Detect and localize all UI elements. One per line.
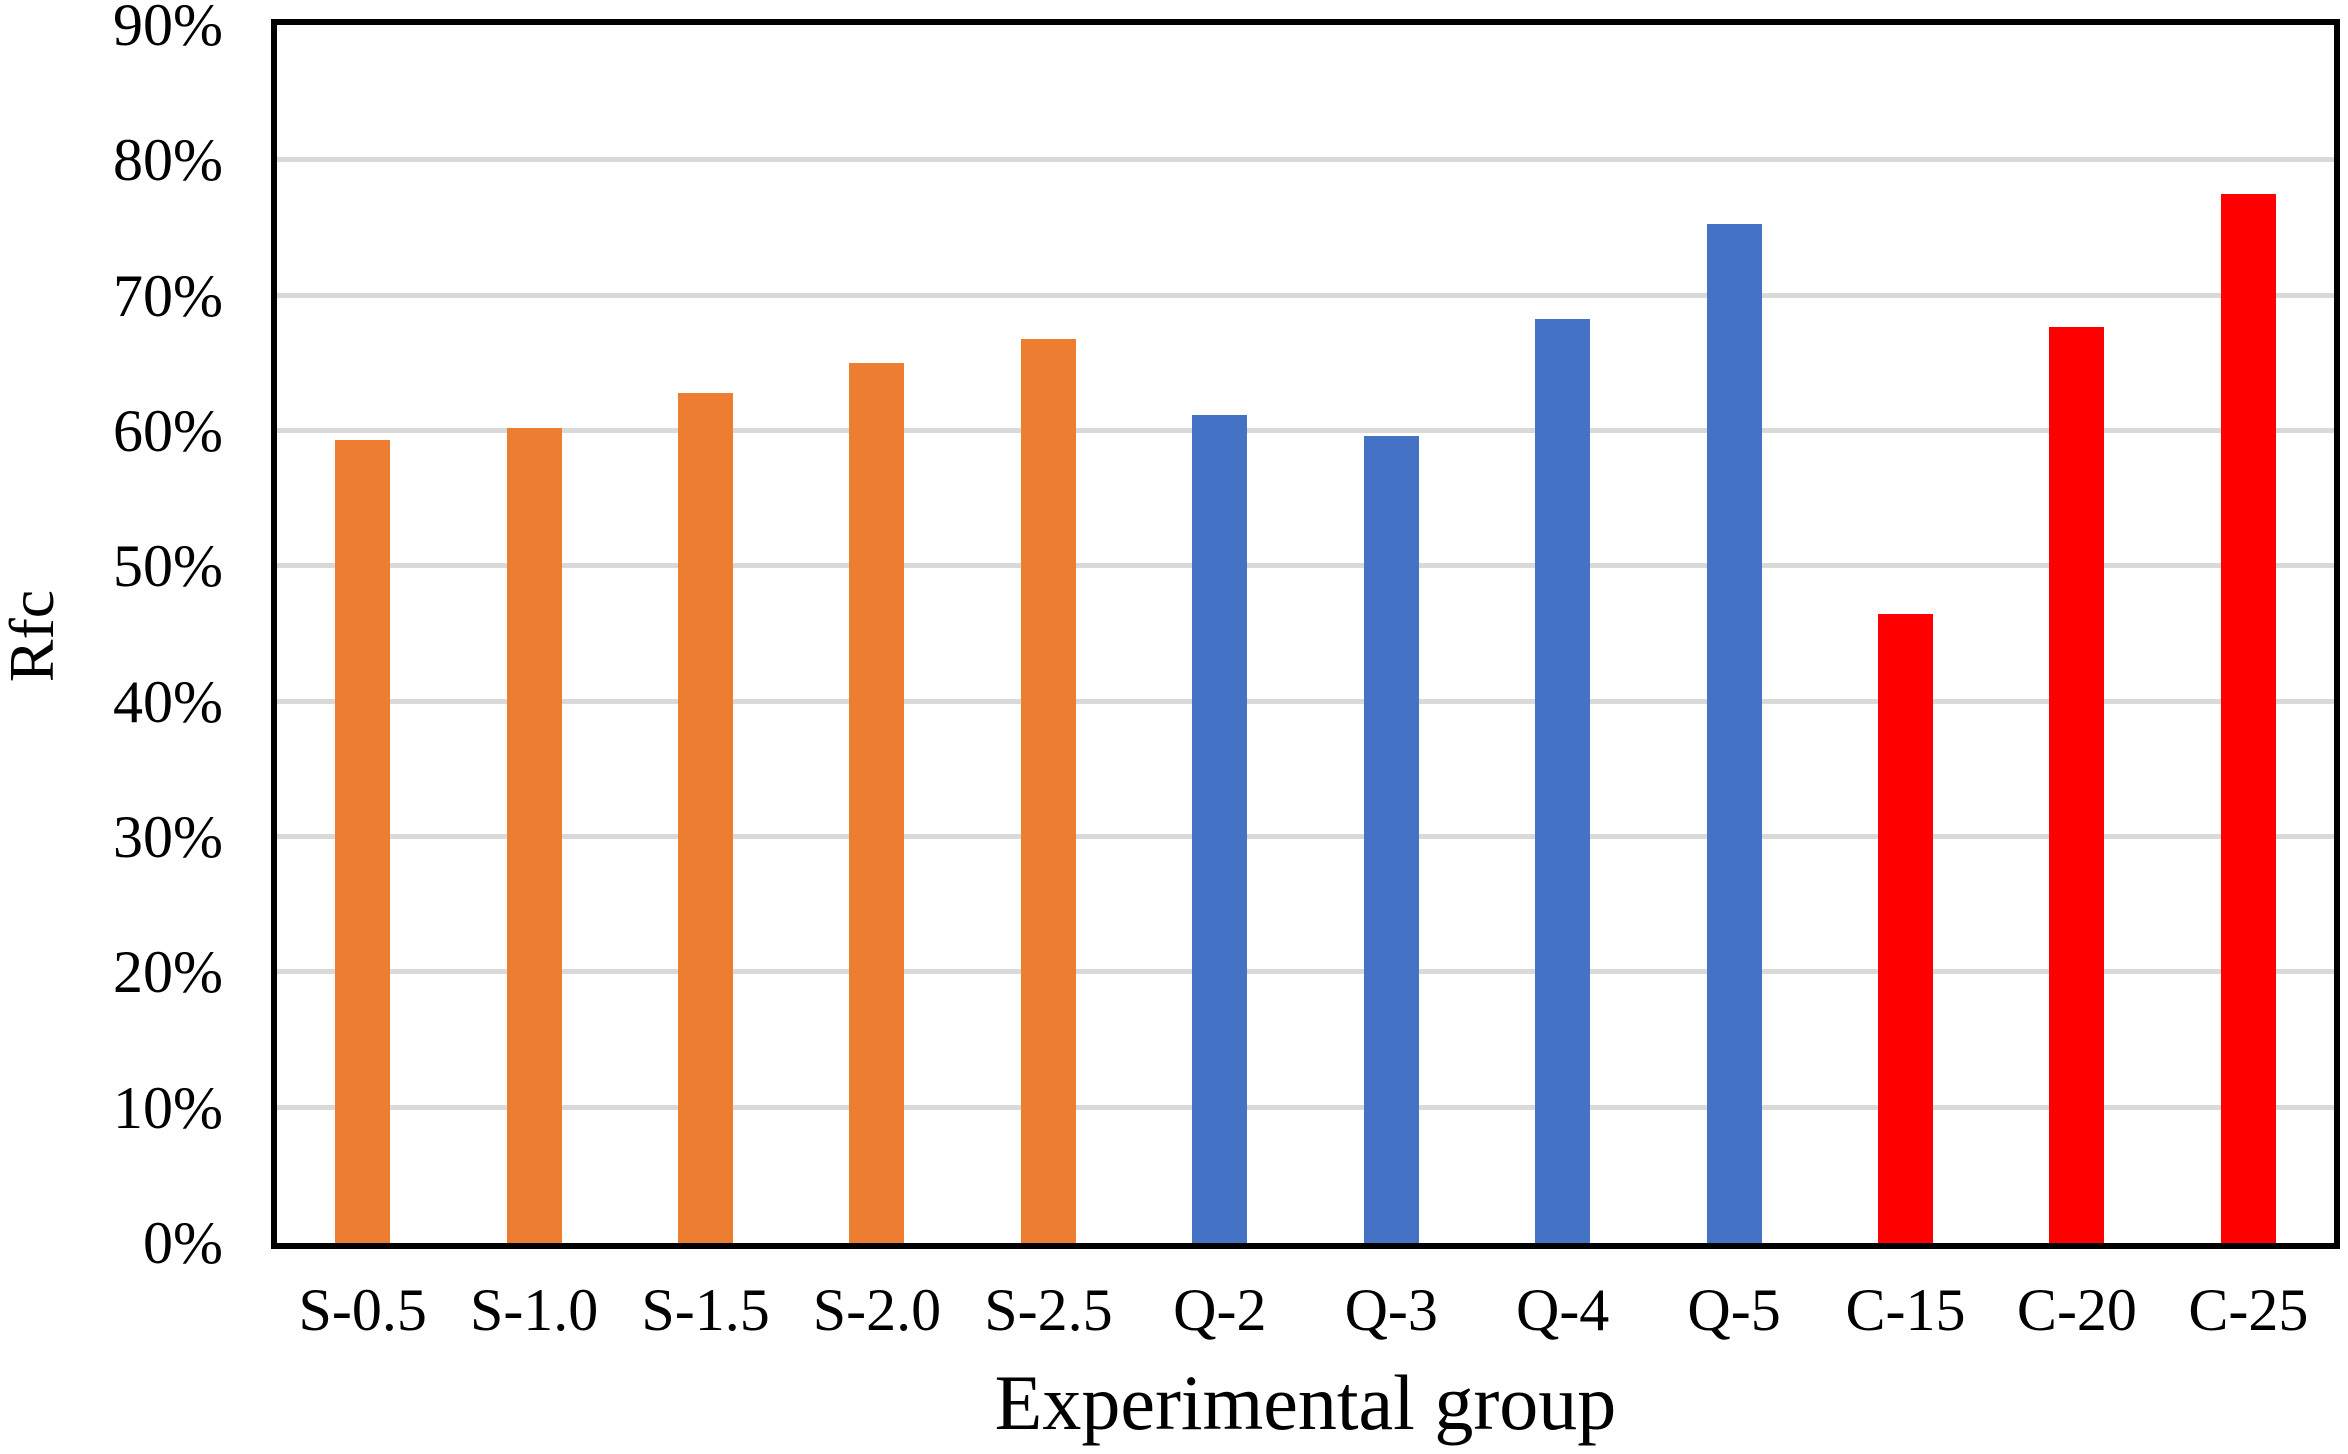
x-tick-label-C-25: C-25 [2188, 1277, 2309, 1343]
x-tick-label-S-2.0: S-2.0 [812, 1277, 942, 1343]
gridline-60 [277, 428, 2334, 433]
bar-S-1.5 [678, 393, 734, 1243]
gridline-70 [277, 292, 2334, 298]
bar-Q-4 [1535, 318, 1591, 1243]
bar-C-25 [2220, 194, 2276, 1243]
bar-S-0.5 [335, 440, 391, 1243]
x-tick-label-Q-3: Q-3 [1344, 1277, 1438, 1343]
bar-Q-3 [1363, 436, 1419, 1243]
x-axis-tick-labels: S-0.5 S-1.0 S-1.5 S-2.0 S-2.5 Q-2 Q-3 Q-4 Q-5 C-1… [277, 1278, 2334, 1342]
bar-slot-Q-5 [1648, 25, 1819, 1243]
bars-layer [277, 25, 2334, 1243]
gridline-10 [277, 1104, 2334, 1110]
gridline-20 [277, 969, 2334, 975]
bar-slot-S-0.5 [277, 25, 448, 1243]
bar-slot-S-2.0 [791, 25, 962, 1243]
bar-C-15 [1878, 613, 1933, 1243]
x-tick-label-C-20: C-20 [2016, 1277, 2137, 1343]
bar-slot-Q-3 [1306, 25, 1477, 1243]
bar-Q-2 [1192, 414, 1248, 1243]
bar-slot-S-1.5 [620, 25, 791, 1243]
y-tick-label-30%: 30% [113, 804, 223, 870]
y-tick-label-70%: 70% [113, 262, 223, 329]
x-tick-label-Q-4: Q-4 [1516, 1277, 1610, 1343]
y-tick-label-50%: 50% [113, 533, 223, 600]
y-tick-label-10%: 10% [113, 1074, 223, 1141]
bar-slot-S-1.0 [448, 25, 619, 1243]
bar-slot-C-25 [2163, 25, 2334, 1243]
bar-slot-Q-4 [1477, 25, 1648, 1243]
y-tick-label-0%: 0% [143, 1210, 223, 1276]
bar-slot-C-15 [1820, 25, 1991, 1243]
y-tick-label-90%: 90% [113, 0, 223, 58]
bar-Q-5 [1706, 223, 1762, 1243]
y-tick-label-60%: 60% [113, 398, 223, 464]
x-tick-label-Q-2: Q-2 [1173, 1277, 1267, 1343]
bar-slot-C-20 [1991, 25, 2162, 1243]
gridline-50 [277, 563, 2334, 569]
x-axis-title: Experimental group [994, 1359, 1617, 1446]
x-tick-label-Q-5: Q-5 [1687, 1277, 1781, 1343]
bar-S-2.5 [1020, 338, 1076, 1243]
gridline-30 [277, 834, 2334, 839]
bar-C-20 [2049, 326, 2105, 1243]
y-tick-label-40%: 40% [113, 668, 223, 735]
y-tick-label-80%: 80% [113, 127, 223, 194]
x-tick-label-S-1.0: S-1.0 [469, 1277, 599, 1343]
plot-area [271, 19, 2340, 1249]
gridline-40 [277, 698, 2334, 704]
y-tick-label-20%: 20% [113, 939, 223, 1006]
bar-slot-Q-2 [1134, 25, 1305, 1243]
x-tick-label-S-0.5: S-0.5 [298, 1277, 427, 1343]
x-tick-label-S-2.5: S-2.5 [984, 1277, 1113, 1343]
bar-slot-S-2.5 [963, 25, 1134, 1243]
x-tick-label-S-1.5: S-1.5 [641, 1277, 770, 1343]
bar-S-2.0 [849, 363, 905, 1243]
x-tick-label-C-15: C-15 [1845, 1277, 1966, 1343]
gridline-80 [277, 157, 2334, 163]
bar-S-1.0 [506, 428, 562, 1243]
